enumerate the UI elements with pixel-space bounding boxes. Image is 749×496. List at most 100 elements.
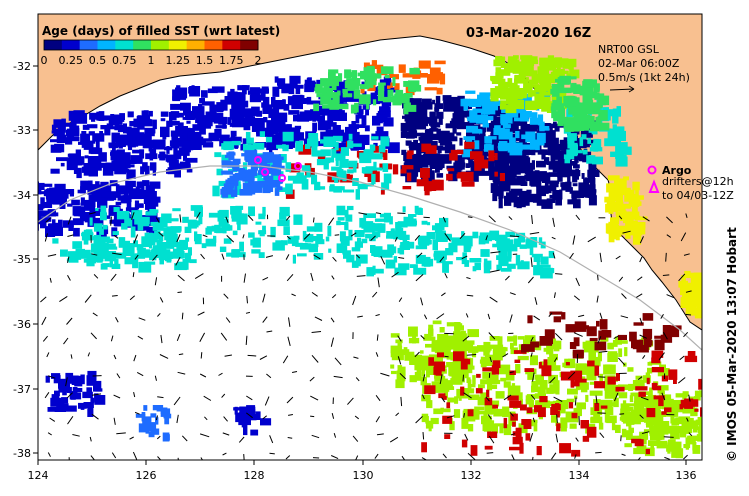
sst-patch [690,272,701,276]
sst-patch [407,150,414,155]
sst-patch [383,76,391,85]
sst-patch [266,153,275,163]
sst-patch [472,410,485,415]
sst-patch [454,396,459,404]
sst-patch [331,166,342,171]
sst-patch [625,233,631,239]
sst-patch [148,217,161,226]
sst-patch [492,110,503,117]
sst-patch [472,375,476,385]
sst-patch [499,180,509,188]
sst-patch [553,340,560,352]
sst-patch [608,129,614,137]
sst-patch [515,160,528,167]
sst-patch [144,165,150,175]
sst-patch [500,105,510,110]
sst-patch [229,123,234,127]
sst-patch [112,143,116,153]
sst-patch [453,409,461,418]
sst-patch [402,73,416,78]
sst-patch [353,80,360,90]
sst-patch [456,125,468,130]
sst-patch [421,355,430,366]
sst-patch [656,438,661,445]
sst-patch [277,78,286,86]
sst-patch [128,127,140,137]
sst-patch [439,217,449,228]
sst-patch [527,315,533,324]
sst-patch [159,254,164,265]
sst-patch [56,157,69,162]
sst-patch [530,178,541,187]
sst-patch [183,110,190,116]
sst-patch [557,174,563,182]
sst-patch [533,139,545,146]
sst-patch [500,377,507,382]
sst-patch [501,83,509,94]
y-tick-label: -32 [13,60,31,73]
sst-patch [201,90,208,98]
sst-patch [459,137,463,146]
sst-patch [515,254,521,266]
sst-patch [485,374,496,379]
sst-patch [685,443,689,450]
current-vector [354,415,360,420]
sst-patch [540,81,550,91]
sst-patch [355,189,360,200]
sst-patch [616,373,620,381]
sst-patch [325,236,330,242]
sst-patch [529,79,539,85]
sst-patch [250,239,257,246]
current-vector [464,433,469,441]
sst-patch [539,380,548,390]
sst-patch [161,251,174,259]
sst-patch [344,223,349,231]
current-vector [575,437,579,442]
sst-patch [54,390,60,397]
sst-patch [428,421,432,432]
sst-patch [370,136,379,140]
sst-patch [439,135,451,146]
sst-patch [400,122,411,132]
sst-patch [293,115,304,122]
sst-patch [510,413,518,421]
current-vector [665,252,667,262]
sst-patch [522,344,535,352]
sst-patch [490,344,504,349]
sst-patch [229,225,233,231]
current-vector [415,274,424,282]
sst-patch [599,95,604,104]
sst-patch [262,185,274,192]
argo-float [278,174,286,182]
sst-patch [508,131,513,140]
sst-patch [274,126,279,135]
current-vector [509,235,520,238]
sst-patch [512,421,516,427]
sst-patch [463,235,473,247]
current-vector [422,374,426,382]
sst-patch [80,202,88,206]
sst-patch [443,380,456,384]
sst-patch [576,109,584,117]
sst-patch [463,136,476,140]
current-vector [47,432,52,436]
sst-patch [572,172,578,183]
sst-patch [447,397,455,403]
current-vector [664,456,670,460]
sst-patch [400,246,410,250]
sst-patch [541,152,546,160]
current-vector [328,217,335,226]
sst-patch [364,125,370,132]
sst-patch [538,361,542,369]
sst-patch [466,110,471,119]
current-vector [636,293,643,298]
sst-patch [265,136,273,143]
sst-patch [628,224,638,235]
sst-patch [374,268,384,274]
sst-patch [571,191,585,198]
sst-patch [629,331,637,342]
sst-patch [250,87,261,94]
sst-patch [557,77,570,85]
sst-patch [429,67,441,75]
